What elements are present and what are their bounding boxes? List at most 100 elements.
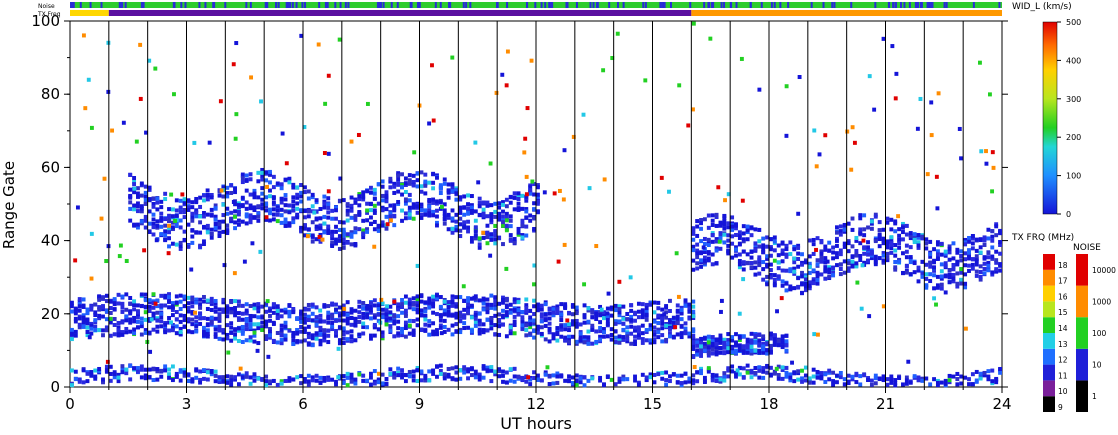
backscatter-cell (582, 303, 587, 308)
backscatter-cell (792, 260, 797, 265)
backscatter-cell (287, 310, 292, 315)
backscatter-cell (885, 255, 890, 260)
backscatter-cell (539, 325, 544, 330)
backscatter-cell (124, 292, 129, 297)
backscatter-cell (811, 380, 816, 385)
backscatter-cell (636, 301, 641, 306)
backscatter-cell (656, 313, 661, 318)
backscatter-cell (419, 212, 424, 217)
backscatter-cell (512, 308, 517, 313)
backscatter-cell (357, 210, 362, 215)
backscatter-cell (861, 238, 866, 243)
backscatter-cell (866, 248, 870, 253)
backscatter-cell (283, 177, 288, 182)
backscatter-cell (252, 322, 257, 327)
backscatter-cell (571, 134, 576, 139)
backscatter-cell (303, 223, 307, 228)
backscatter-cell (322, 230, 327, 235)
backscatter-cell (89, 307, 94, 312)
backscatter-cell (361, 232, 366, 237)
backscatter-cell (501, 200, 505, 205)
backscatter-cell (520, 206, 525, 211)
backscatter-cell (563, 323, 568, 328)
backscatter-cell (229, 183, 234, 188)
backscatter-cell (407, 192, 412, 197)
freq-colorbar-tick-label: 12 (1058, 356, 1068, 365)
backscatter-cell (264, 379, 269, 384)
backscatter-cell (120, 370, 125, 375)
backscatter-cell (442, 181, 447, 186)
backscatter-cell (190, 304, 195, 309)
y-tick-label: 0 (50, 378, 60, 396)
backscatter-cell (668, 298, 672, 303)
backscatter-cell (275, 311, 280, 316)
backscatter-cell (617, 337, 622, 342)
backscatter-cell (881, 241, 886, 246)
backscatter-cell (194, 315, 199, 320)
backscatter-cell (303, 326, 307, 331)
backscatter-cell (322, 333, 327, 338)
backscatter-cell (481, 235, 486, 240)
backscatter-cell (831, 266, 836, 271)
backscatter-cell (660, 376, 665, 381)
backscatter-cell (136, 186, 140, 191)
backscatter-cell (139, 181, 144, 186)
backscatter-cell (256, 376, 261, 381)
backscatter-cell (77, 322, 82, 327)
backscatter-cell (699, 258, 703, 263)
backscatter-cell (722, 232, 727, 237)
backscatter-cell (244, 212, 249, 217)
backscatter-cell (827, 274, 832, 279)
backscatter-cell (427, 369, 432, 374)
backscatter-cell (353, 308, 358, 313)
backscatter-cell (586, 308, 591, 313)
backscatter-cell (132, 182, 137, 187)
backscatter-cell (264, 215, 269, 220)
noise-strip-mark (448, 2, 451, 8)
backscatter-cell (691, 21, 696, 26)
backscatter-cell (547, 382, 552, 387)
backscatter-cell (182, 313, 187, 318)
backscatter-cell (139, 193, 144, 198)
backscatter-cell (392, 203, 397, 208)
backscatter-cell (419, 299, 424, 304)
backscatter-cell (525, 106, 530, 111)
backscatter-cell (508, 218, 513, 223)
backscatter-cell (512, 207, 517, 212)
backscatter-cell (326, 314, 331, 319)
backscatter-cell (198, 369, 203, 374)
backscatter-cell (169, 320, 173, 325)
backscatter-cell (825, 259, 830, 264)
backscatter-cell (916, 243, 921, 248)
backscatter-cell (722, 340, 727, 345)
backscatter-cell (691, 237, 696, 242)
noise-colorbar-cell (1076, 380, 1088, 412)
backscatter-cell (310, 375, 315, 380)
backscatter-cell (508, 302, 513, 307)
backscatter-cell (753, 260, 758, 265)
backscatter-cell (668, 379, 672, 384)
backscatter-cell (372, 191, 377, 196)
backscatter-cell (128, 377, 133, 382)
backscatter-cell (155, 200, 160, 205)
backscatter-cell (427, 323, 432, 328)
backscatter-cell (306, 214, 311, 219)
noise-strip-mark (831, 2, 834, 8)
backscatter-cell (745, 224, 750, 229)
backscatter-cell (345, 202, 350, 207)
backscatter-cell (411, 302, 416, 307)
backscatter-cell (345, 371, 350, 376)
backscatter-cell (497, 367, 502, 372)
backscatter-cell (431, 213, 436, 218)
backscatter-cell (435, 201, 439, 206)
backscatter-cell (400, 208, 404, 213)
backscatter-cell (481, 328, 486, 333)
backscatter-cell (225, 223, 230, 228)
backscatter-cell (345, 312, 350, 317)
backscatter-cell (411, 216, 416, 221)
backscatter-cell (664, 370, 669, 375)
backscatter-cell (283, 333, 288, 338)
backscatter-cell (532, 182, 536, 187)
backscatter-cell (268, 318, 272, 323)
noise-strip-mark (707, 2, 710, 8)
